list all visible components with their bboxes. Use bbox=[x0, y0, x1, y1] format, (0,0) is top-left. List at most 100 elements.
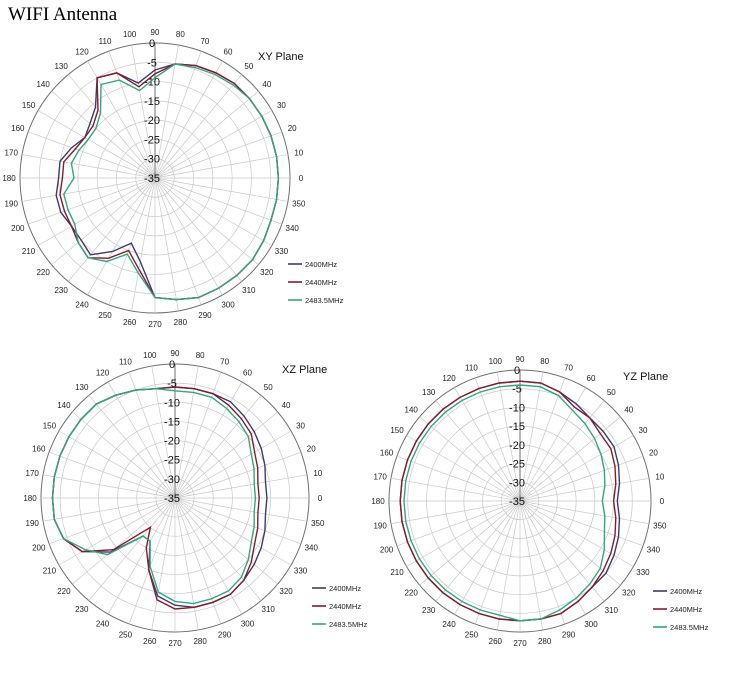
angle-tick-label: 240 bbox=[96, 620, 110, 629]
angle-tick-label: 220 bbox=[405, 588, 419, 597]
angle-tick-label: 260 bbox=[489, 637, 503, 646]
grid-spoke bbox=[87, 177, 156, 296]
grid-spoke bbox=[390, 500, 521, 525]
angle-tick-label: 10 bbox=[655, 472, 664, 481]
angle-tick-label: 150 bbox=[22, 101, 36, 110]
legend-label-2483-5mhz: 2483.5MHz bbox=[305, 296, 344, 305]
radial-tick-label: -35 bbox=[509, 496, 525, 508]
angle-tick-label: 230 bbox=[54, 286, 68, 295]
radial-tick-label: -25 bbox=[509, 459, 525, 471]
radial-tick-label: -35 bbox=[164, 493, 180, 505]
chart-title: XZ Plane bbox=[282, 364, 327, 376]
angle-tick-label: 20 bbox=[307, 444, 316, 453]
xy-plane-chart: 0 10 20 30 40 50 60 70 80 90 100 110 120 130 140 150 160… bbox=[2, 28, 343, 329]
grid-spoke bbox=[154, 74, 243, 179]
grid-spoke bbox=[519, 500, 644, 547]
grid-spoke bbox=[154, 177, 179, 312]
angle-tick-label: 10 bbox=[294, 149, 303, 158]
angle-tick-label: 310 bbox=[605, 606, 619, 615]
radial-tick-label: -10 bbox=[144, 77, 160, 89]
grid-spoke bbox=[419, 416, 521, 502]
grid-spoke bbox=[154, 60, 223, 179]
grid-spoke bbox=[519, 371, 544, 502]
grid-spoke bbox=[48, 451, 176, 499]
grid-spoke bbox=[67, 177, 156, 282]
angle-tick-label: 280 bbox=[174, 318, 188, 327]
angle-tick-label: 160 bbox=[380, 448, 394, 457]
angle-tick-label: 210 bbox=[22, 247, 36, 256]
grid-spoke bbox=[154, 90, 259, 179]
grid-spoke bbox=[21, 154, 156, 179]
radial-tick-label: -35 bbox=[144, 173, 160, 185]
angle-tick-label: 30 bbox=[296, 422, 305, 431]
angle-tick-label: 40 bbox=[282, 401, 291, 410]
grid-spoke bbox=[154, 177, 289, 202]
angle-tick-label: 330 bbox=[275, 247, 289, 256]
grid-spoke bbox=[519, 500, 566, 625]
grid-spoke bbox=[154, 131, 282, 179]
legend-label-2483-5mhz: 2483.5MHz bbox=[670, 623, 709, 632]
angle-tick-label: 80 bbox=[196, 351, 205, 360]
angle-tick-label: 70 bbox=[200, 37, 209, 46]
grid-spoke bbox=[174, 474, 308, 499]
radial-tick-label: -25 bbox=[164, 455, 180, 467]
legend-label-2440mhz: 2440MHz bbox=[329, 602, 361, 611]
angle-tick-label: 90 bbox=[151, 28, 160, 37]
angle-tick-label: 290 bbox=[218, 630, 232, 639]
angle-tick-label: 110 bbox=[465, 364, 478, 373]
radial-tick-label: -5 bbox=[147, 57, 157, 69]
grid-spoke bbox=[154, 177, 259, 266]
angle-tick-label: 0 bbox=[318, 494, 323, 503]
grid-spoke bbox=[88, 395, 176, 499]
angle-tick-label: 80 bbox=[176, 30, 185, 39]
grid-spoke bbox=[154, 51, 202, 179]
angle-tick-label: 240 bbox=[442, 620, 456, 629]
angle-tick-label: 290 bbox=[562, 630, 576, 639]
series-line-2483-5mhz bbox=[51, 387, 257, 605]
angle-tick-label: 90 bbox=[516, 355, 525, 364]
grid-spoke bbox=[519, 500, 544, 631]
grid-spoke bbox=[154, 177, 282, 225]
grid-spoke bbox=[42, 497, 176, 522]
angle-tick-label: 170 bbox=[373, 472, 387, 481]
angle-tick-label: 320 bbox=[279, 587, 293, 596]
legend-label-2440mhz: 2440MHz bbox=[670, 605, 702, 614]
grid-spoke bbox=[454, 500, 521, 615]
angle-tick-label: 50 bbox=[264, 383, 273, 392]
grid-spoke bbox=[174, 497, 302, 545]
polar-grid bbox=[40, 363, 310, 633]
angle-tick-label: 270 bbox=[168, 639, 182, 648]
grid-spoke bbox=[128, 497, 176, 625]
angle-tick-label: 350 bbox=[311, 519, 325, 528]
angle-tick-label: 280 bbox=[193, 637, 207, 646]
angle-tick-label: 350 bbox=[653, 522, 667, 531]
grid-spoke bbox=[496, 371, 521, 502]
angle-tick-label: 210 bbox=[390, 568, 404, 577]
grid-spoke bbox=[72, 497, 176, 585]
radial-tick-label: -10 bbox=[164, 397, 180, 409]
angle-tick-label: 250 bbox=[465, 630, 479, 639]
grid-spoke bbox=[108, 177, 156, 305]
angle-tick-label: 80 bbox=[540, 357, 549, 366]
grid-spoke bbox=[390, 477, 521, 502]
angle-tick-label: 40 bbox=[624, 406, 633, 415]
grid-spoke bbox=[67, 74, 156, 179]
legend-label-2400mhz: 2400MHz bbox=[329, 584, 361, 593]
grid-spoke bbox=[174, 497, 292, 566]
grid-spoke bbox=[174, 497, 262, 601]
polar-grid bbox=[388, 369, 652, 633]
angle-tick-label: 30 bbox=[639, 426, 648, 435]
angle-tick-label: 340 bbox=[647, 546, 661, 555]
angle-tick-label: 60 bbox=[243, 368, 252, 377]
angle-tick-label: 300 bbox=[584, 620, 598, 629]
grid-spoke bbox=[406, 435, 521, 502]
angle-tick-label: 170 bbox=[26, 469, 40, 478]
grid-spoke bbox=[474, 377, 521, 502]
series-line-2440mhz bbox=[399, 380, 617, 622]
angle-tick-label: 140 bbox=[405, 406, 419, 415]
grid-spoke bbox=[174, 411, 278, 499]
grid-spoke bbox=[496, 500, 521, 631]
angle-tick-label: 170 bbox=[5, 149, 19, 158]
series-line-2400mhz bbox=[55, 63, 280, 301]
